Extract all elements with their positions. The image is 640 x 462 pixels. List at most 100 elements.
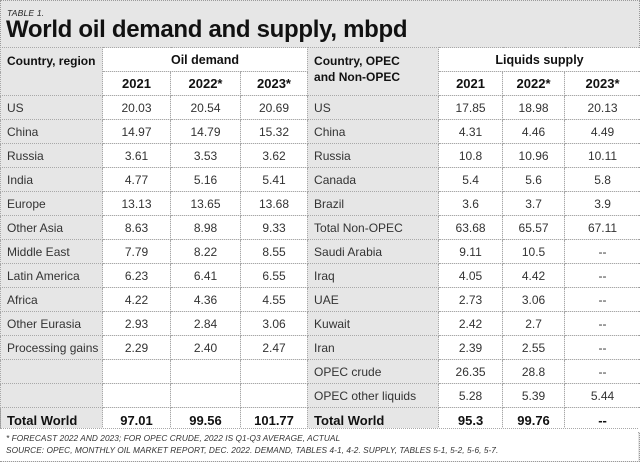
supply-value-cell: 2.55 bbox=[502, 335, 566, 360]
table-row: OPEC other liquids 5.28 5.39 5.44 bbox=[0, 383, 640, 408]
table-row: OPEC crude 26.35 28.8 -- bbox=[0, 359, 640, 384]
supply-value-cell: 3.6 bbox=[438, 191, 504, 216]
demand-value-cell: 6.55 bbox=[239, 263, 309, 288]
demand-value-cell bbox=[239, 383, 309, 408]
supply-value-cell: 2.39 bbox=[438, 335, 504, 360]
supply-country-label: Canada bbox=[307, 167, 440, 192]
supply-value-cell: 4.49 bbox=[564, 119, 640, 144]
supply-value-cell: 4.05 bbox=[438, 263, 504, 288]
demand-value-cell: 15.32 bbox=[239, 119, 309, 144]
supply-value-cell: 17.85 bbox=[438, 95, 504, 120]
supply-country-label: OPEC crude bbox=[307, 359, 440, 384]
demand-value-cell: 13.65 bbox=[170, 191, 241, 216]
table-row: Middle East 7.79 8.22 8.55 Saudi Arabia 9.11 1… bbox=[0, 239, 640, 264]
supply-value-cell: 65.57 bbox=[502, 215, 566, 240]
demand-region-label bbox=[0, 383, 103, 408]
table-row: Other Asia 8.63 8.98 9.33 Total Non-OPEC 63.6… bbox=[0, 215, 640, 240]
demand-value-cell: 8.22 bbox=[170, 239, 241, 264]
supply-country-label: UAE bbox=[307, 287, 440, 312]
supply-year-header: 2023* bbox=[564, 71, 640, 96]
supply-value-cell: 10.11 bbox=[564, 143, 640, 168]
demand-value-cell: 14.79 bbox=[170, 119, 241, 144]
table-row: Other Eurasia 2.93 2.84 3.06 Kuwait 2.42 2.7 -- bbox=[0, 311, 640, 336]
header-row-years: 2021 2022* 2023* 2021 2022* 2023* bbox=[1, 71, 640, 96]
supply-country-label: Brazil bbox=[307, 191, 440, 216]
footnote: * FORECAST 2022 AND 2023; FOR OPEC CRUDE… bbox=[0, 428, 638, 461]
table-title: World oil demand and supply, mbpd bbox=[6, 16, 408, 43]
demand-value-cell: 2.84 bbox=[170, 311, 241, 336]
demand-value-cell: 4.36 bbox=[170, 287, 241, 312]
demand-value-cell: 8.63 bbox=[102, 215, 171, 240]
demand-value-cell: 2.40 bbox=[170, 335, 241, 360]
demand-region-label: Other Eurasia bbox=[0, 311, 103, 336]
table-row: US 20.03 20.54 20.69 US 17.85 18.98 20.13 bbox=[0, 95, 640, 120]
oil-demand-group-header: Oil demand bbox=[101, 47, 309, 72]
supply-value-cell: 4.31 bbox=[438, 119, 504, 144]
supply-value-cell: 18.98 bbox=[502, 95, 566, 120]
supply-country-label: Iraq bbox=[307, 263, 440, 288]
liquids-supply-group-header: Liquids supply bbox=[438, 47, 640, 72]
supply-country-label: Kuwait bbox=[307, 311, 440, 336]
demand-region-label: Europe bbox=[0, 191, 103, 216]
demand-value-cell: 6.41 bbox=[170, 263, 241, 288]
demand-value-cell: 4.55 bbox=[239, 287, 309, 312]
demand-label-header: Country, region bbox=[0, 47, 103, 96]
demand-value-cell: 4.22 bbox=[102, 287, 171, 312]
demand-value-cell bbox=[102, 383, 171, 408]
header-row-groups: Country, region Oil demand Country, OPEC… bbox=[0, 47, 640, 96]
demand-year-header: 2021 bbox=[102, 71, 171, 96]
supply-value-cell: 5.8 bbox=[564, 167, 640, 192]
supply-value-cell: 10.96 bbox=[502, 143, 566, 168]
supply-value-cell: 26.35 bbox=[438, 359, 504, 384]
supply-label-header-line1: Country, OPEC bbox=[314, 54, 400, 68]
demand-value-cell bbox=[239, 359, 309, 384]
supply-value-cell: -- bbox=[564, 359, 640, 384]
demand-region-label: Middle East bbox=[0, 239, 103, 264]
demand-value-cell: 13.13 bbox=[102, 191, 171, 216]
supply-value-cell: 4.42 bbox=[502, 263, 566, 288]
demand-value-cell: 5.16 bbox=[170, 167, 241, 192]
demand-region-label: Latin America bbox=[0, 263, 103, 288]
supply-value-cell: 2.42 bbox=[438, 311, 504, 336]
table-row: Latin America 6.23 6.41 6.55 Iraq 4.05 4.42 -- bbox=[0, 263, 640, 288]
supply-value-cell: -- bbox=[564, 239, 640, 264]
table-row: China 14.97 14.79 15.32 China 4.31 4.46 4.49 bbox=[0, 119, 640, 144]
supply-value-cell: -- bbox=[564, 311, 640, 336]
supply-value-cell: 20.13 bbox=[564, 95, 640, 120]
demand-value-cell bbox=[170, 359, 241, 384]
supply-country-label: China bbox=[307, 119, 440, 144]
demand-value-cell: 3.06 bbox=[239, 311, 309, 336]
supply-value-cell: 4.46 bbox=[502, 119, 566, 144]
table-row: Africa 4.22 4.36 4.55 UAE 2.73 3.06 -- bbox=[0, 287, 640, 312]
demand-value-cell: 2.93 bbox=[102, 311, 171, 336]
supply-value-cell: -- bbox=[564, 263, 640, 288]
demand-value-cell: 2.29 bbox=[102, 335, 171, 360]
supply-country-label: OPEC other liquids bbox=[307, 383, 440, 408]
demand-value-cell: 8.98 bbox=[170, 215, 241, 240]
source-note: SOURCE: OPEC, MONTHLY OIL MARKET REPORT,… bbox=[6, 444, 499, 455]
supply-value-cell: 3.7 bbox=[502, 191, 566, 216]
supply-year-header: 2022* bbox=[502, 71, 566, 96]
supply-value-cell: 5.28 bbox=[438, 383, 504, 408]
demand-value-cell: 6.23 bbox=[102, 263, 171, 288]
supply-label-header: Country, OPEC and Non-OPEC bbox=[307, 47, 440, 96]
supply-value-cell: 5.6 bbox=[502, 167, 566, 192]
supply-value-cell: 67.11 bbox=[564, 215, 640, 240]
demand-value-cell: 4.77 bbox=[102, 167, 171, 192]
demand-value-cell: 20.69 bbox=[239, 95, 309, 120]
demand-value-cell: 20.54 bbox=[170, 95, 241, 120]
supply-year-header: 2021 bbox=[438, 71, 504, 96]
supply-value-cell: 9.11 bbox=[438, 239, 504, 264]
demand-value-cell: 3.62 bbox=[239, 143, 309, 168]
supply-value-cell: 2.73 bbox=[438, 287, 504, 312]
demand-region-label: Processing gains bbox=[0, 335, 103, 360]
demand-value-cell bbox=[170, 383, 241, 408]
demand-value-cell: 13.68 bbox=[239, 191, 309, 216]
supply-value-cell: 10.8 bbox=[438, 143, 504, 168]
table-number-label: TABLE 1. bbox=[7, 8, 45, 18]
demand-value-cell: 3.53 bbox=[170, 143, 241, 168]
demand-region-label: India bbox=[0, 167, 103, 192]
supply-value-cell: 5.44 bbox=[564, 383, 640, 408]
demand-value-cell: 8.55 bbox=[239, 239, 309, 264]
supply-country-label: Total Non-OPEC bbox=[307, 215, 440, 240]
